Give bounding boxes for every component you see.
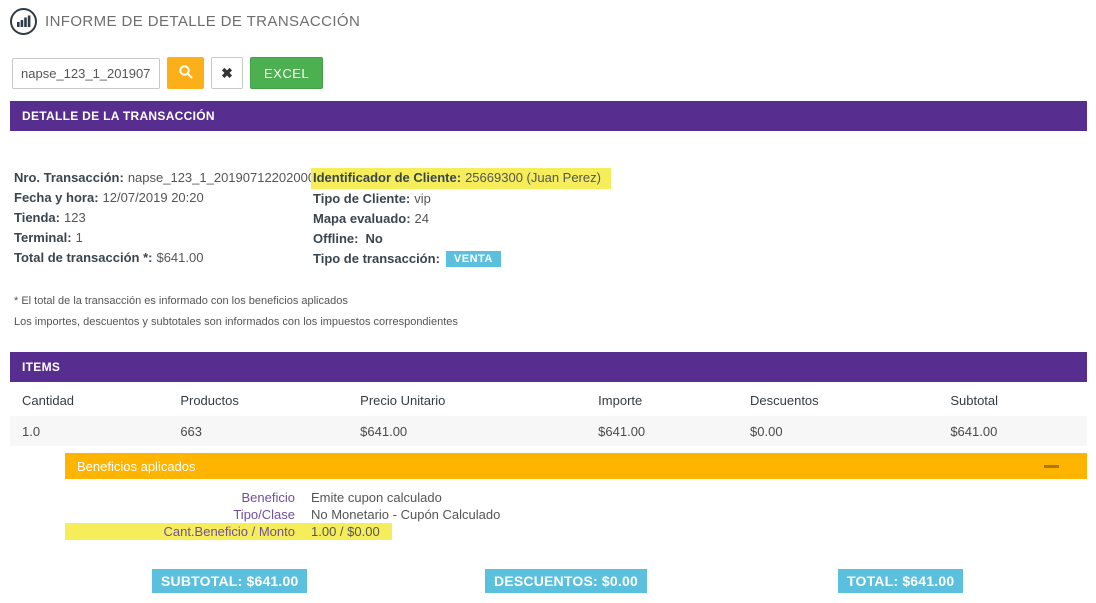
bar-chart-icon xyxy=(10,8,37,35)
detail-row-terminal: Terminal: 1 xyxy=(14,230,83,245)
section-header-detalle: DETALLE DE LA TRANSACCIÓN xyxy=(10,101,1087,131)
search-bar: ✖ EXCEL xyxy=(12,57,1096,89)
col-header-cantidad: Cantidad xyxy=(22,393,75,408)
total-badge: TOTAL: $641.00 xyxy=(838,569,964,593)
cell-productos: 663 xyxy=(180,423,203,439)
details-left-column: Nro. Transacción: napse_123_1_20190712202… xyxy=(14,168,316,269)
detail-row-total-transaccion: Total de transacción *: $641.00 xyxy=(14,250,204,265)
cell-descuentos: $0.00 xyxy=(750,423,783,439)
search-icon xyxy=(178,64,194,83)
search-button[interactable] xyxy=(167,57,204,89)
benefit-details: Beneficio Emite cupon calculado Tipo/Cla… xyxy=(65,489,1096,540)
col-header-productos: Productos xyxy=(180,393,239,408)
col-header-descuentos: Descuentos xyxy=(750,393,819,408)
items-table: Cantidad Productos Precio Unitario Impor… xyxy=(10,385,1087,446)
highlighted-value: Identificador de Cliente: 25669300 (Juan … xyxy=(311,168,611,189)
subtotal-badge: SUBTOTAL: $641.00 xyxy=(152,569,308,593)
benefit-row-cant-monto: Cant.Beneficio / Monto 1.00 / $0.00 xyxy=(65,523,392,540)
col-header-subtotal: Subtotal xyxy=(950,393,999,408)
clear-search-button[interactable]: ✖ xyxy=(211,57,243,89)
cell-precio-unitario: $641.00 xyxy=(360,423,408,439)
detail-row-tipo-transaccion: Tipo de transacción: VENTA xyxy=(313,249,611,269)
collapse-icon[interactable] xyxy=(1044,464,1059,468)
detail-row-tienda: Tienda: 123 xyxy=(14,210,86,225)
section-title: ITEMS xyxy=(22,360,61,374)
cell-cantidad: 1.0 xyxy=(22,423,41,439)
section-title: DETALLE DE LA TRANSACCIÓN xyxy=(22,109,215,123)
detail-row-offline: Offline: No xyxy=(313,231,383,246)
excel-export-button[interactable]: EXCEL xyxy=(250,57,324,89)
detail-row-fecha-hora: Fecha y hora: 12/07/2019 20:20 xyxy=(14,190,204,205)
benefit-row-beneficio: Beneficio Emite cupon calculado xyxy=(241,490,442,505)
descuentos-badge: DESCUENTOS: $0.00 xyxy=(485,569,647,593)
items-table-header-row: Cantidad Productos Precio Unitario Impor… xyxy=(10,385,1087,416)
detail-row-mapa-evaluado: Mapa evaluado: 24 xyxy=(313,211,429,226)
detail-row-identificador-cliente: Identificador de Cliente: 25669300 (Juan … xyxy=(311,168,611,189)
footnote-impuestos: Los importes, descuentos y subtotales so… xyxy=(14,316,458,328)
transaction-details: Nro. Transacción: napse_123_1_20190712202… xyxy=(14,168,1096,269)
close-icon: ✖ xyxy=(221,64,233,81)
details-right-column: Identificador de Cliente: 25669300 (Juan … xyxy=(311,168,611,269)
detail-row-nro-transaccion: Nro. Transacción: napse_123_1_20190712202… xyxy=(14,170,316,185)
footnote-total: * El total de la transacción es informad… xyxy=(14,295,348,307)
benefit-row-tipo-clase: Tipo/Clase No Monetario - Cupón Calculad… xyxy=(233,507,501,522)
page-title: INFORME DE DETALLE DE TRANSACCIÓN xyxy=(45,13,361,30)
cell-subtotal: $641.00 xyxy=(950,423,998,439)
benefits-panel-header[interactable]: Beneficios aplicados xyxy=(65,453,1087,479)
col-header-importe: Importe xyxy=(598,393,643,408)
col-header-precio-unitario: Precio Unitario xyxy=(360,393,446,408)
detail-row-tipo-cliente: Tipo de Cliente: vip xyxy=(313,191,431,206)
transaction-type-badge: VENTA xyxy=(445,251,501,267)
cell-importe: $641.00 xyxy=(598,423,646,439)
search-input[interactable] xyxy=(12,57,160,89)
benefits-panel-title: Beneficios aplicados xyxy=(77,458,196,474)
table-row: 1.0 663 $641.00 $641.00 $0.00 $641.00 xyxy=(10,416,1087,446)
app-header: INFORME DE DETALLE DE TRANSACCIÓN xyxy=(10,8,1096,35)
totals-row: SUBTOTAL: $641.00 DESCUENTOS: $0.00 TOTA… xyxy=(0,569,1096,595)
section-header-items: ITEMS xyxy=(10,352,1087,382)
